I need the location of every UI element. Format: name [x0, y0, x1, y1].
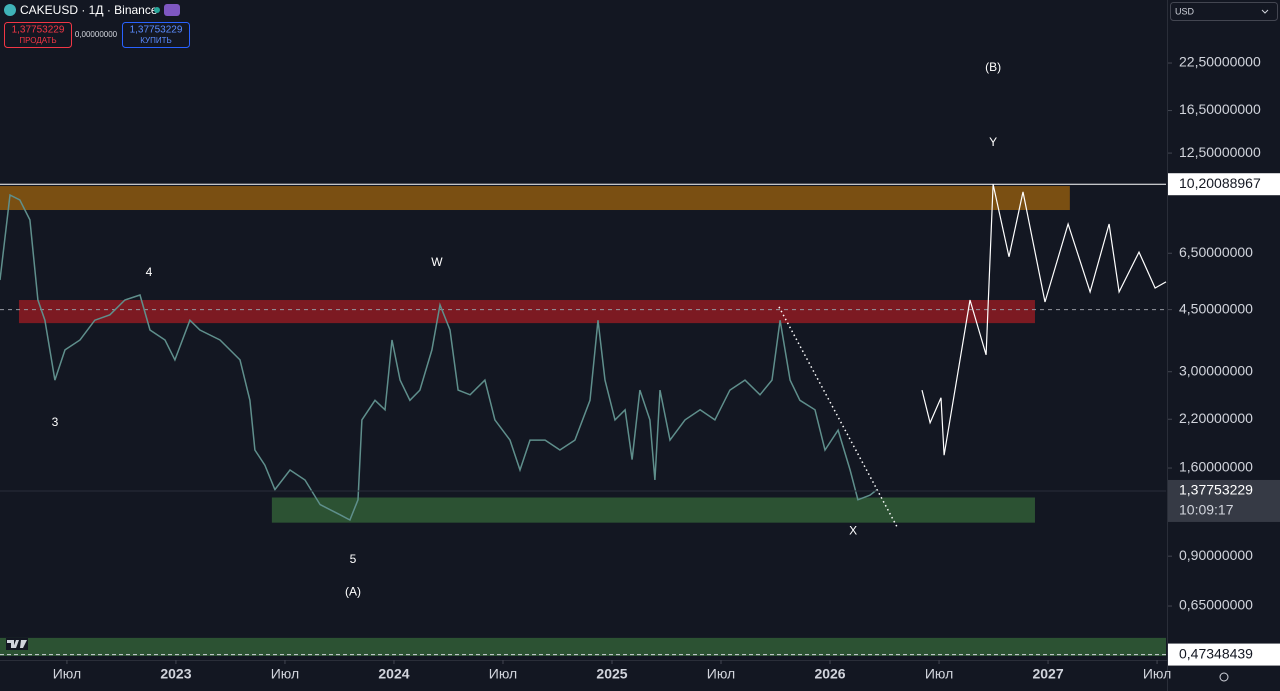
x-tick-label: 2026: [814, 666, 845, 682]
x-tick-label: 2024: [378, 666, 409, 682]
tv-logo: [6, 638, 28, 650]
currency-box[interactable]: [1170, 2, 1278, 21]
y-tick-label: 16,50000000: [1179, 101, 1261, 117]
status-badge: [164, 4, 180, 16]
x-tick-label: Июл: [707, 666, 735, 682]
sell-label[interactable]: ПРОДАТЬ: [19, 36, 56, 45]
axes: 22,50000000 16,50000000 12,50000000 6,50000…: [53, 54, 1280, 682]
price-label: 0,47348439: [1179, 645, 1253, 661]
y-tick-label: 0,90000000: [1179, 547, 1253, 563]
buy-button[interactable]: 1,37753229 КУПИТЬ: [122, 22, 190, 48]
sell-price[interactable]: 1,37753229: [12, 25, 65, 36]
currency[interactable]: USD: [1175, 6, 1195, 16]
y-tick-label: 22,50000000: [1179, 54, 1261, 70]
price-label-box: [1168, 643, 1280, 666]
forecast-line: [921, 184, 1167, 456]
trendline: [778, 306, 898, 528]
countdown: 10:09:17: [1179, 502, 1234, 518]
symbol: CAKEUSD · 1Д · Binance: [20, 3, 158, 17]
wave-label: Y: [989, 135, 997, 149]
plot-area: 3 4 5 (A) W X Y (B): [0, 60, 1167, 657]
price-line: [0, 193, 878, 522]
zone: [271, 497, 1035, 523]
buy-button-box[interactable]: [122, 22, 190, 48]
price-label: 10,20088967: [1179, 175, 1261, 191]
y-tick-label: 4,50000000: [1179, 300, 1253, 316]
wave-label: (A): [345, 585, 361, 599]
wave-label: X: [849, 523, 857, 537]
price-label-box: [1168, 479, 1280, 522]
y-tick-label: 0,65000000: [1179, 597, 1253, 613]
y-tick-label: 2,20000000: [1179, 410, 1253, 426]
buy-price[interactable]: 1,37753229: [130, 25, 183, 36]
status-dot: [154, 7, 160, 13]
price-label-box: [1168, 173, 1280, 196]
currency-select[interactable]: USD: [1170, 2, 1278, 21]
zone: [0, 637, 1166, 657]
dropdown-arrow[interactable]: [1261, 9, 1269, 14]
x-tick-label: 2025: [596, 666, 627, 682]
y-tick-label: 1,60000000: [1179, 459, 1253, 475]
x-tick-label: Июл: [925, 666, 953, 682]
wave-label: (B): [985, 60, 1001, 74]
zone: [0, 186, 1070, 211]
x-tick-label: Июл: [489, 666, 517, 682]
sell-button-box[interactable]: [4, 22, 72, 48]
x-tick-label: Июл: [1143, 666, 1171, 682]
y-tick-label: 6,50000000: [1179, 244, 1253, 260]
x-tick-label: Июл: [271, 666, 299, 682]
wave-label: 3: [52, 415, 59, 429]
price-label: 1,37753229: [1179, 482, 1253, 498]
symbol-icon: [4, 4, 16, 16]
settings-icon[interactable]: [1219, 672, 1229, 682]
x-tick-label: 2027: [1032, 666, 1063, 682]
wave-label: 4: [146, 265, 153, 279]
y-tick-label: 12,50000000: [1179, 144, 1261, 160]
zone: [18, 300, 1035, 324]
x-tick-label: 2023: [160, 666, 191, 682]
buy-label[interactable]: КУПИТЬ: [140, 36, 171, 45]
spread: 0,00000000: [75, 30, 118, 39]
header: CAKEUSD · 1Д · Binance 1,37753229 ПРОДАТ…: [4, 3, 190, 48]
wave-label: 5: [350, 552, 357, 566]
y-tick-label: 3,00000000: [1179, 362, 1253, 378]
sell-button[interactable]: 1,37753229 ПРОДАТЬ: [4, 22, 72, 48]
wave-label: W: [431, 255, 443, 269]
x-tick-label: Июл: [53, 666, 81, 682]
logo: [7, 640, 27, 648]
